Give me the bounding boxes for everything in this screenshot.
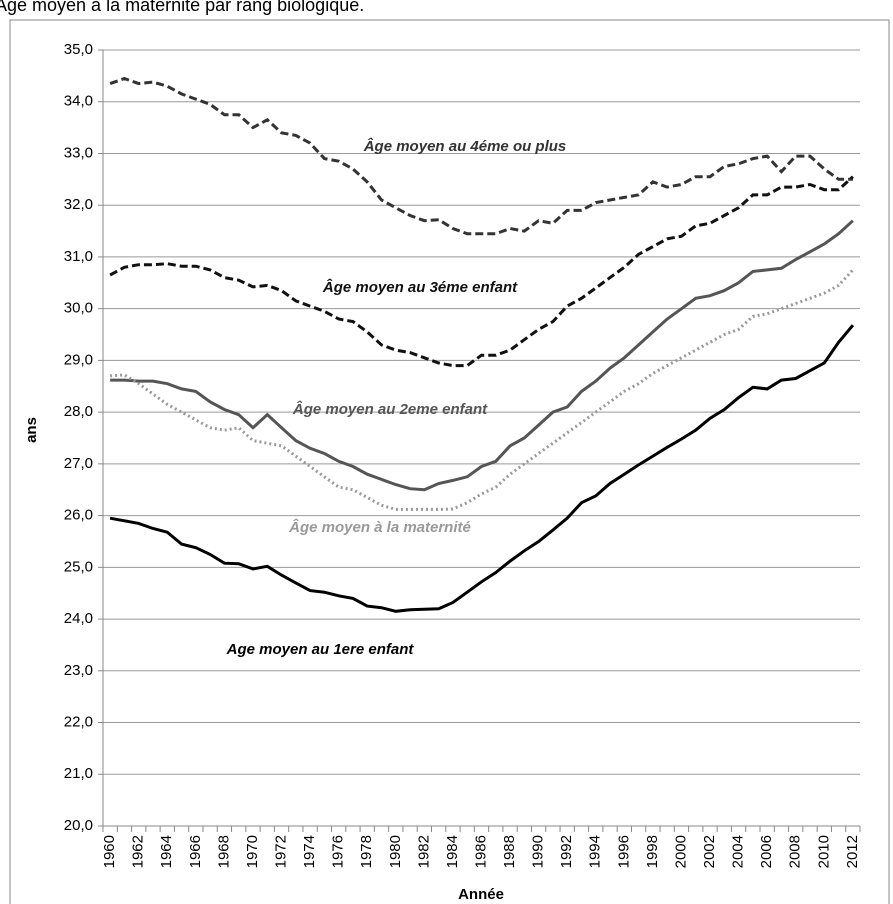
- y-axis-label: ans: [23, 417, 40, 443]
- series-line: [109, 268, 855, 511]
- series-annotation: Âge moyen au 2eme enfant: [292, 400, 488, 418]
- x-tick-label: 1976: [330, 835, 347, 868]
- x-tick-label: 2000: [672, 835, 689, 868]
- series-annotation: Âge moyen à la maternité: [288, 518, 471, 536]
- y-tick-label: 22,0: [64, 714, 93, 731]
- x-tick-label: 1996: [615, 835, 632, 868]
- x-tick-label: 1990: [530, 835, 547, 868]
- x-tick-label: 1998: [644, 835, 661, 868]
- chart-frame: [9, 19, 890, 904]
- x-tick-label: 2004: [730, 835, 747, 868]
- x-tick-label: 1962: [130, 835, 147, 868]
- y-tick-label: 28,0: [64, 403, 93, 420]
- y-tick-label: 26,0: [64, 507, 93, 524]
- x-tick-label: 1970: [244, 835, 261, 868]
- series-line: [110, 219, 854, 492]
- x-tick-label: 1984: [444, 835, 461, 868]
- x-tick-label: 2012: [844, 835, 861, 868]
- x-tick-label: 1964: [158, 835, 175, 868]
- series-annotation: Age moyen au 1ere enfant: [226, 641, 415, 658]
- x-tick-label: 1992: [558, 835, 575, 868]
- y-tick-label: 29,0: [64, 351, 93, 368]
- series-line: [109, 76, 853, 236]
- chart-title: Âge moyen à la maternité par rang biolog…: [0, 0, 364, 15]
- x-tick-label: 2006: [758, 835, 775, 868]
- x-tick-label: 1982: [415, 835, 432, 868]
- series-line: [109, 324, 855, 613]
- y-tick-label: 33,0: [64, 144, 93, 161]
- x-tick-label: 1974: [301, 835, 318, 868]
- x-tick-label: 1994: [587, 835, 604, 868]
- x-tick-label: 1968: [215, 835, 232, 868]
- y-tick-label: 23,0: [64, 662, 93, 679]
- y-tick-label: 30,0: [64, 300, 93, 317]
- series-line: [109, 175, 854, 368]
- x-tick-label: 2008: [787, 835, 804, 868]
- y-tick-label: 21,0: [64, 765, 93, 782]
- y-tick-label: 31,0: [64, 248, 93, 265]
- x-tick-label: 1966: [187, 835, 204, 868]
- x-axis-label: Année: [458, 886, 504, 903]
- x-tick-label: 1986: [472, 835, 489, 868]
- x-tick-label: 2010: [815, 835, 832, 868]
- x-tick-label: 1978: [358, 835, 375, 868]
- x-tick-label: 2002: [701, 835, 718, 868]
- y-tick-label: 25,0: [64, 558, 93, 575]
- y-tick-label: 24,0: [64, 610, 93, 627]
- series-annotation: Âge moyen au 4éme ou plus: [363, 137, 567, 155]
- y-tick-label: 34,0: [64, 93, 93, 110]
- y-tick-label: 27,0: [64, 455, 93, 472]
- x-tick-label: 1980: [387, 835, 404, 868]
- y-tick-label: 20,0: [64, 817, 93, 834]
- series-annotation: Âge moyen au 3éme enfant: [322, 278, 518, 296]
- y-tick-label: 32,0: [64, 196, 93, 213]
- x-tick-label: 1972: [273, 835, 290, 868]
- y-tick-label: 35,0: [64, 41, 93, 58]
- x-tick-label: 1988: [501, 835, 518, 868]
- x-tick-label: 1960: [101, 835, 118, 868]
